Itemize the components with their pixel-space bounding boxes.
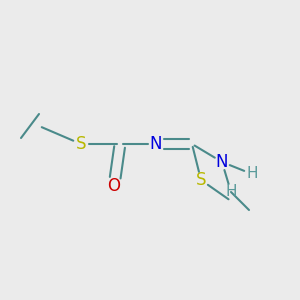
Text: S: S — [196, 171, 206, 189]
Text: N: N — [150, 135, 162, 153]
Text: N: N — [216, 153, 228, 171]
Text: H: H — [246, 167, 258, 182]
Text: O: O — [107, 177, 121, 195]
Text: H: H — [225, 184, 237, 200]
Text: S: S — [76, 135, 86, 153]
